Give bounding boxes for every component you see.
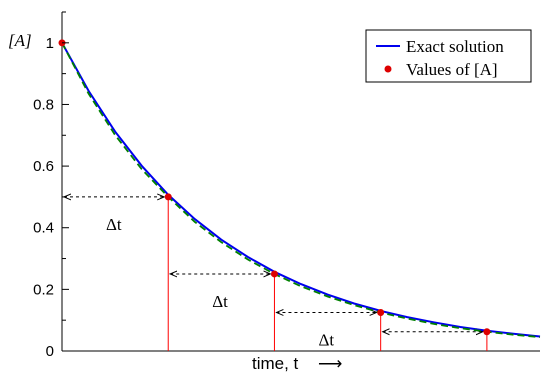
y-tick-label: 1 xyxy=(46,35,54,52)
legend-label-exact: Exact solution xyxy=(406,37,504,56)
y-ticks: 0 0.2 0.4 0.6 0.8 1 xyxy=(33,11,69,360)
data-point xyxy=(164,193,172,201)
y-tick-label: 0.6 xyxy=(33,158,54,175)
drop-lines xyxy=(167,196,488,351)
series-layer xyxy=(61,42,541,338)
y-tick-label: 0.8 xyxy=(33,96,54,113)
delta-t-label: Δt xyxy=(106,215,122,234)
legend-box xyxy=(365,29,532,83)
legend-marker-values xyxy=(384,65,392,73)
data-point xyxy=(483,328,491,336)
y-axis-label: [A] xyxy=(8,31,32,50)
series-dashed-line xyxy=(61,42,541,338)
delta-t-label: Δt xyxy=(212,292,228,311)
legend: Exact solution Values of [A] xyxy=(365,29,532,83)
legend-label-values: Values of [A] xyxy=(406,60,498,79)
axes xyxy=(61,12,540,352)
delta-t-arrows: Δt Δt Δt xyxy=(64,197,483,349)
delta-t-label: Δt xyxy=(318,330,334,349)
series-exact-line xyxy=(61,42,541,338)
x-axis-label: time, t ⟶ xyxy=(252,354,342,373)
y-tick-label: 0.2 xyxy=(33,281,54,298)
y-tick-label: 0.4 xyxy=(33,220,54,237)
data-point xyxy=(377,308,385,316)
x-axis-label-arrow: ⟶ xyxy=(318,354,342,373)
y-tick-label: 0 xyxy=(46,343,54,360)
data-point xyxy=(270,270,278,278)
x-axis-label-text: time, t xyxy=(252,354,299,373)
